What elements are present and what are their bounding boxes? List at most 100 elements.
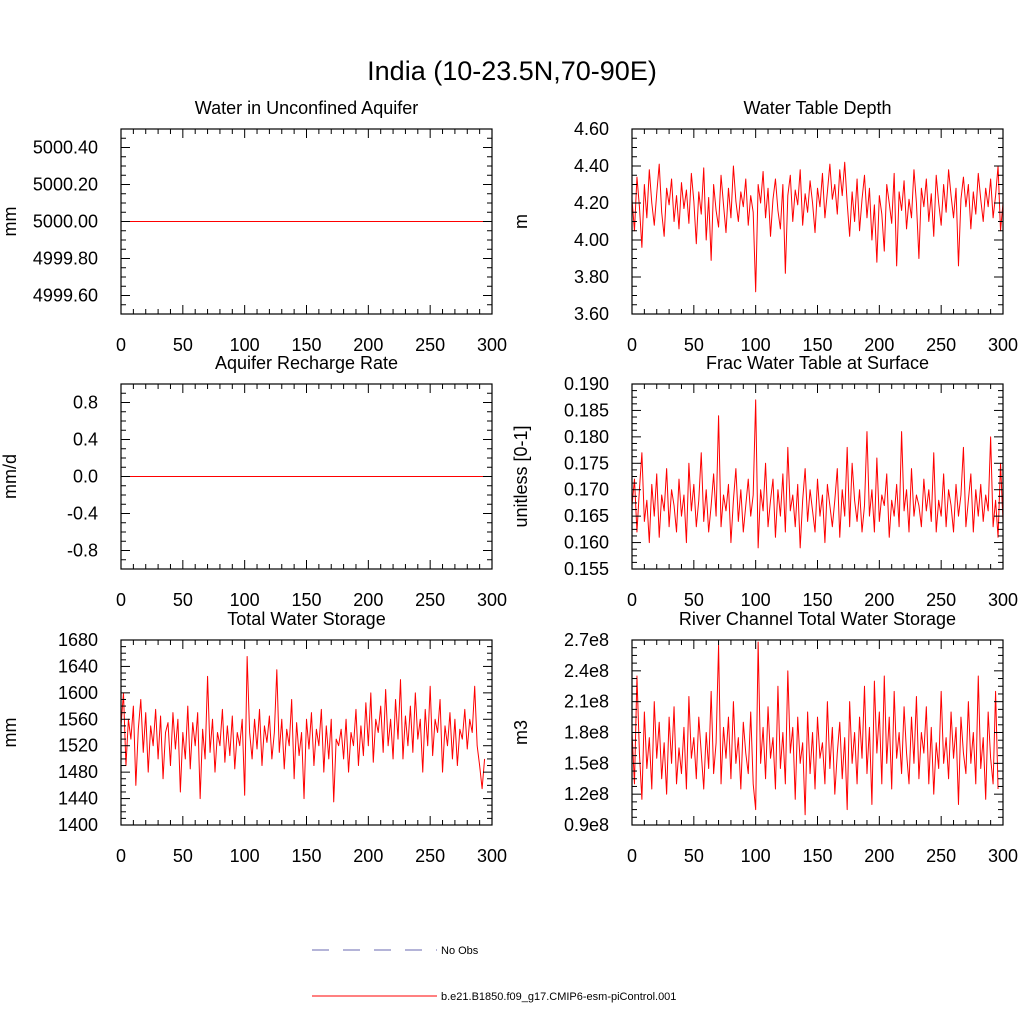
panel-4: Frac Water Table at Surface unitless [0-1… <box>511 353 1018 610</box>
y-tick-label: -0.4 <box>67 504 98 524</box>
y-tick-label: 5000.00 <box>33 212 98 232</box>
panel-title: Total Water Storage <box>227 609 385 629</box>
x-tick-label: 150 <box>291 335 321 355</box>
y-tick-label: -0.8 <box>67 541 98 561</box>
series-line-1 <box>631 161 1004 293</box>
panel-3: Aquifer Recharge Rate mm/d 0 50 100 150 200 250… <box>0 353 507 610</box>
x-tick-label: 250 <box>926 590 956 610</box>
plot-frame <box>120 383 493 570</box>
x-tick-label: 100 <box>230 335 260 355</box>
panels: Water in Unconfined Aquifer mm 0 50 100 150 20… <box>0 98 1018 866</box>
series-line-1 <box>631 399 1004 549</box>
y-tick-label: 0.185 <box>564 400 609 420</box>
x-tick-label: 300 <box>477 590 507 610</box>
x-tick-label: 200 <box>353 590 383 610</box>
y-tick-label: 0.160 <box>564 533 609 553</box>
y-tick-label: 1.5e8 <box>564 753 609 773</box>
x-tick-label: 250 <box>926 335 956 355</box>
y-tick-label: 1640 <box>58 656 98 676</box>
plot-frame <box>631 383 1004 570</box>
y-tick-label: 2.7e8 <box>564 630 609 650</box>
panel-title: Water Table Depth <box>743 98 891 118</box>
y-axis-label: mm <box>0 207 20 237</box>
y-tick-label: 4.00 <box>574 230 609 250</box>
x-tick-label: 300 <box>477 846 507 866</box>
x-tick-label: 100 <box>230 846 260 866</box>
panel-5: Total Water Storage mm 0 50 100 150 200 250 300 1… <box>0 609 507 866</box>
y-tick-label: 0.8 <box>73 393 98 413</box>
x-tick-label: 0 <box>116 590 126 610</box>
y-tick-label: 3.80 <box>574 267 609 287</box>
x-tick-label: 250 <box>415 846 445 866</box>
x-tick-label: 100 <box>741 335 771 355</box>
x-tick-label: 0 <box>116 335 126 355</box>
y-axis-label: unitless [0-1] <box>511 425 531 527</box>
x-tick-label: 200 <box>353 846 383 866</box>
x-tick-label: 0 <box>627 335 637 355</box>
x-tick-label: 50 <box>173 590 193 610</box>
y-tick-label: 0.0 <box>73 467 98 487</box>
y-tick-label: 0.190 <box>564 374 609 394</box>
y-tick-label: 0.175 <box>564 453 609 473</box>
x-tick-label: 0 <box>627 846 637 866</box>
x-tick-label: 100 <box>741 590 771 610</box>
y-axis-label: mm <box>0 718 20 748</box>
y-tick-label: 1440 <box>58 789 98 809</box>
y-tick-label: 4999.80 <box>33 249 98 269</box>
y-axis-label: mm/d <box>0 454 20 499</box>
x-tick-label: 200 <box>864 335 894 355</box>
x-tick-label: 50 <box>684 846 704 866</box>
x-tick-label: 0 <box>116 846 126 866</box>
x-tick-label: 50 <box>173 335 193 355</box>
panel-title: Aquifer Recharge Rate <box>215 353 398 373</box>
x-tick-label: 0 <box>627 590 637 610</box>
y-tick-label: 4.60 <box>574 119 609 139</box>
plot-frame <box>120 128 493 315</box>
series-line-1 <box>120 656 486 803</box>
y-axis-label: m3 <box>511 720 531 745</box>
y-tick-label: 1680 <box>58 630 98 650</box>
panel-6: River Channel Total Water Storage m3 0 50 10… <box>511 609 1018 866</box>
y-tick-label: 1520 <box>58 736 98 756</box>
x-tick-label: 250 <box>415 590 445 610</box>
y-tick-label: 1.2e8 <box>564 784 609 804</box>
x-tick-label: 150 <box>802 335 832 355</box>
x-tick-label: 200 <box>864 846 894 866</box>
y-tick-label: 0.9e8 <box>564 815 609 835</box>
x-tick-label: 300 <box>988 590 1018 610</box>
y-tick-label: 4999.60 <box>33 286 98 306</box>
panel-1: Water in Unconfined Aquifer mm 0 50 100 150 20… <box>0 98 507 355</box>
x-tick-label: 300 <box>988 846 1018 866</box>
y-tick-label: 2.4e8 <box>564 661 609 681</box>
x-tick-label: 200 <box>864 590 894 610</box>
x-tick-label: 300 <box>988 335 1018 355</box>
y-tick-label: 4.20 <box>574 193 609 213</box>
y-tick-label: 1600 <box>58 683 98 703</box>
panel-title: Frac Water Table at Surface <box>706 353 929 373</box>
x-tick-label: 100 <box>230 590 260 610</box>
y-tick-label: 1480 <box>58 762 98 782</box>
y-tick-label: 0.4 <box>73 430 98 450</box>
y-tick-label: 0.170 <box>564 480 609 500</box>
plot-frame <box>631 128 1004 315</box>
y-tick-label: 0.180 <box>564 427 609 447</box>
y-axis-label: m <box>511 214 531 229</box>
legend-label-1: No Obs <box>441 945 479 957</box>
legend: No Obs b.e21.B1850.f09_g17.CMIP6-esm-piCo… <box>312 945 676 1003</box>
x-tick-label: 50 <box>173 846 193 866</box>
x-tick-label: 50 <box>684 590 704 610</box>
y-tick-label: 0.165 <box>564 506 609 526</box>
y-tick-label: 1560 <box>58 709 98 729</box>
x-tick-label: 50 <box>684 335 704 355</box>
y-tick-label: 0.155 <box>564 559 609 579</box>
x-tick-label: 150 <box>802 846 832 866</box>
x-tick-label: 150 <box>802 590 832 610</box>
panel-title: Water in Unconfined Aquifer <box>195 98 418 118</box>
x-tick-label: 150 <box>291 590 321 610</box>
y-tick-label: 1.8e8 <box>564 723 609 743</box>
panel-2: Water Table Depth m 0 50 100 150 200 250 300 3.60… <box>511 98 1018 355</box>
y-tick-label: 3.60 <box>574 304 609 324</box>
x-tick-label: 250 <box>415 335 445 355</box>
plot-frame <box>631 639 1004 826</box>
